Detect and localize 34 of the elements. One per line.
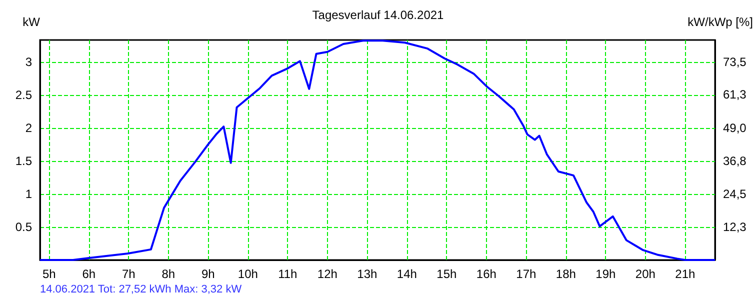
x-tick-label: 15h	[436, 267, 457, 281]
x-tick-label: 16h	[476, 267, 496, 281]
line-series	[39, 40, 716, 261]
text: 14.06.2021 Tot: 27,52 kWh Max: 3,32 kW	[40, 284, 242, 296]
y2-tick-label: 36,8	[723, 154, 747, 168]
x-tick-label: 6h	[82, 267, 96, 281]
x-tick-label: 12h	[317, 267, 338, 281]
y-tick-label: 1.5	[15, 154, 32, 168]
y2-tick-label: 73,5	[723, 54, 747, 69]
x-tick-label: 17h	[516, 267, 536, 281]
x-tick-label: 21h	[675, 267, 696, 281]
y-tick-label: 2	[25, 120, 32, 135]
x-tick-label: 14h	[396, 267, 417, 281]
x-tick-label: 5h	[42, 267, 56, 281]
y2-tick-label: 49,0	[723, 120, 747, 135]
x-tick-label: 20h	[635, 267, 656, 281]
x-tick-label: 8h	[162, 267, 176, 281]
y-axis-title: kW	[22, 15, 41, 29]
x-tick-label: 18h	[556, 267, 576, 281]
chart-title: Tagesverlauf 14.06.2021	[312, 8, 444, 22]
x-tick-label: 19h	[596, 267, 616, 281]
x-tick-label: 11h	[278, 267, 298, 281]
y2-tick-label: 24,5	[723, 186, 747, 201]
y-tick-label: 0.5	[15, 220, 32, 234]
x-tick-label: 13h	[357, 267, 378, 281]
x-tick-label: 9h	[201, 267, 215, 281]
y-tick-label: 3	[25, 54, 32, 69]
y-tick-label: 1	[25, 186, 32, 201]
x-tick-label: 10h	[238, 267, 258, 281]
y-tick-label: 2.5	[15, 88, 32, 102]
x-tick-label: 7h	[122, 267, 136, 281]
y2-tick-label: 61,3	[723, 88, 747, 102]
y2-axis-title: kW/kWp [%]	[688, 15, 753, 29]
y2-tick-label: 12,3	[723, 220, 747, 234]
